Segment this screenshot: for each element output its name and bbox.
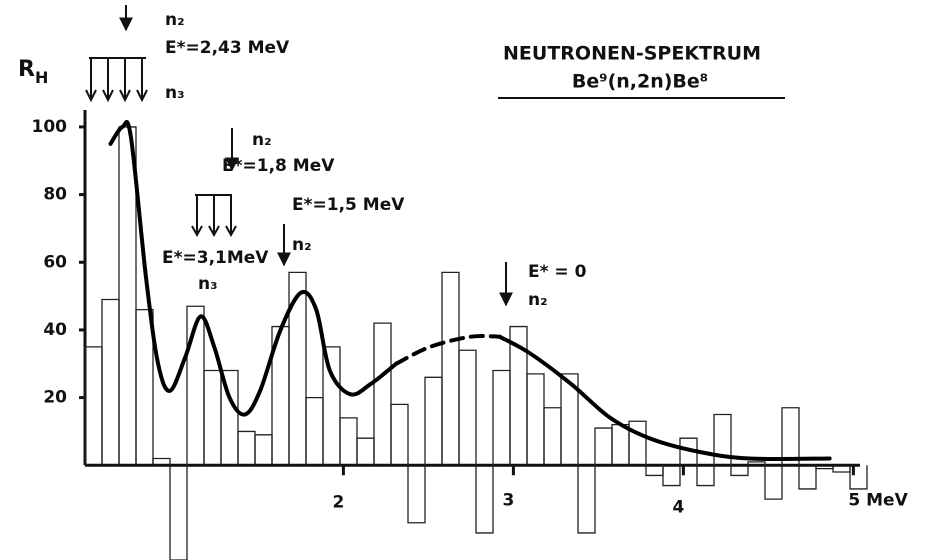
fit-curve bbox=[394, 333, 502, 366]
y-label-sub: H bbox=[35, 68, 48, 87]
histogram-bin bbox=[322, 346, 341, 466]
x-tick-label: 3 bbox=[502, 490, 514, 510]
y-tick-label: 20 bbox=[43, 388, 67, 408]
histogram-bin bbox=[458, 349, 477, 466]
histogram-bin bbox=[577, 465, 596, 534]
annotation: E*=2,43 MeV bbox=[165, 38, 290, 58]
annotation: E* = 0 bbox=[528, 262, 587, 282]
fit-curve bbox=[497, 334, 832, 461]
histogram-bin bbox=[560, 373, 579, 466]
annotation: n₂ bbox=[165, 10, 185, 30]
histogram-bin bbox=[152, 457, 171, 466]
x-tick-label: 2 bbox=[332, 492, 344, 512]
histogram-bin bbox=[339, 417, 358, 466]
histogram-bin bbox=[475, 465, 494, 534]
annotations: n₂ E*=2,43 MeV n₃ n₂ E*=1,8 MeV E*=1,5 M… bbox=[85, 5, 587, 310]
histogram-bin bbox=[441, 271, 460, 466]
histogram-bin bbox=[781, 407, 800, 466]
arrow-heads bbox=[85, 89, 148, 103]
histogram-bin bbox=[849, 465, 868, 490]
annotation: n₂ bbox=[528, 290, 548, 310]
y-axis-label: RH bbox=[18, 57, 48, 87]
annotation: E*=3,1MeV bbox=[162, 248, 269, 268]
y-tick-label: 60 bbox=[43, 252, 67, 272]
histogram-bin bbox=[390, 403, 409, 466]
histogram-bin bbox=[84, 346, 103, 466]
histogram-bin bbox=[135, 308, 154, 466]
histogram-bin bbox=[373, 322, 392, 466]
histogram-bin bbox=[424, 376, 443, 466]
histogram-bin bbox=[407, 465, 426, 524]
histogram-bin bbox=[611, 424, 630, 466]
histogram-bin bbox=[492, 369, 511, 466]
histogram-bin bbox=[696, 465, 715, 487]
histogram-bin bbox=[203, 369, 222, 466]
histogram-bin bbox=[237, 430, 256, 466]
histogram-bin bbox=[356, 437, 375, 466]
x-tick-label: 4 bbox=[672, 497, 684, 517]
histogram-bin bbox=[747, 461, 766, 466]
histogram-bin bbox=[730, 465, 749, 477]
histogram-bin bbox=[305, 396, 324, 466]
histogram-bin bbox=[645, 465, 664, 477]
annotation: E*=1,5 MeV bbox=[292, 195, 405, 215]
y-tick-label: 80 bbox=[43, 185, 67, 205]
histogram-bin bbox=[543, 407, 562, 466]
chart-subtitle: Be⁹(n,2n)Be⁸ bbox=[572, 71, 708, 93]
annotation: n₃ bbox=[165, 83, 185, 103]
annotation: n₂ bbox=[292, 235, 312, 255]
histogram-bin bbox=[713, 413, 732, 466]
annotation: n₃ bbox=[198, 274, 218, 294]
histogram-bin bbox=[662, 465, 681, 487]
y-label-main: R bbox=[18, 57, 35, 82]
fit-curve bbox=[108, 120, 399, 417]
histogram-bin bbox=[118, 126, 137, 466]
histogram-bin bbox=[594, 427, 613, 466]
histogram-bin bbox=[254, 434, 273, 466]
y-tick-label: 100 bbox=[32, 117, 68, 137]
arrow-group bbox=[89, 57, 146, 100]
histogram-bin bbox=[628, 420, 647, 466]
arrow-heads bbox=[191, 225, 237, 238]
annotation: n₂ bbox=[252, 130, 272, 150]
histogram-bin bbox=[220, 369, 239, 466]
histogram-bin bbox=[101, 298, 120, 466]
x-tick-label: 5 MeV bbox=[848, 490, 908, 510]
histogram-bin bbox=[526, 373, 545, 466]
arrow-group bbox=[195, 194, 232, 235]
chart-title: NEUTRONEN-SPEKTRUM bbox=[503, 43, 761, 65]
histogram-bin bbox=[764, 465, 783, 500]
y-tick-label: 40 bbox=[43, 320, 67, 340]
histogram-bin bbox=[798, 465, 817, 490]
histogram-bin bbox=[288, 271, 307, 466]
histogram-bin bbox=[169, 465, 188, 560]
annotation: E*=1,8 MeV bbox=[222, 156, 335, 176]
